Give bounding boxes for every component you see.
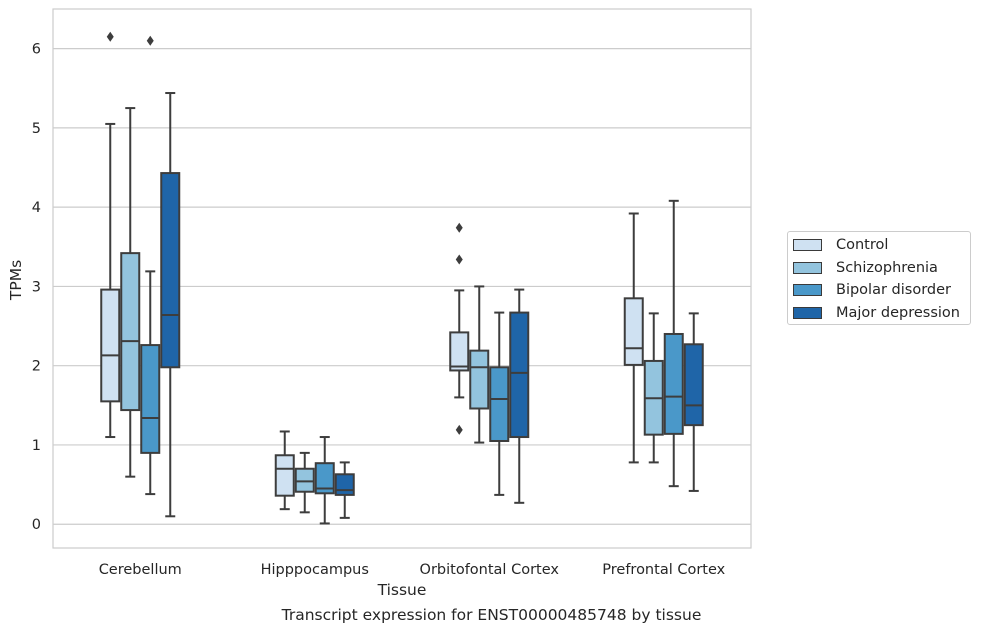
legend: Control Schizophrenia Bipolar disorder M… — [787, 231, 971, 325]
x-tick-label: Orbitofontal Cortex — [420, 562, 560, 578]
box-schizophrenia — [643, 312, 664, 464]
y-tick-label: 6 — [32, 42, 41, 58]
box-body — [623, 297, 644, 366]
box-control — [449, 222, 470, 435]
box-major-depression — [509, 288, 530, 504]
box-control — [274, 430, 295, 511]
box-control — [100, 31, 121, 439]
y-tick-label: 3 — [32, 279, 41, 295]
legend-swatch — [793, 307, 822, 319]
plot-area — [52, 8, 752, 549]
box-body — [120, 252, 141, 412]
box-schizophrenia — [294, 451, 315, 514]
x-tick-labels: Cerebellum Hipppocampus Orbitofontal Corte… — [99, 562, 726, 578]
legend-swatch — [793, 262, 822, 274]
legend-item-schizophrenia: Schizophrenia — [793, 259, 938, 277]
outlier-point — [146, 35, 154, 46]
y-tick-label: 1 — [32, 438, 41, 454]
outlier-point — [455, 222, 463, 233]
box-body — [489, 366, 510, 442]
box-body — [160, 172, 181, 369]
outlier-point — [455, 424, 463, 435]
legend-swatch — [793, 239, 822, 251]
box-body — [140, 344, 161, 454]
legend-label: Schizophrenia — [836, 260, 938, 276]
chart-caption: Transcript expression for ENST0000048574… — [281, 606, 702, 624]
box-major-depression — [683, 312, 704, 492]
box-schizophrenia — [469, 285, 490, 444]
y-tick-labels: 0 1 2 3 4 5 6 — [32, 42, 41, 534]
box-body — [334, 473, 355, 496]
box-body — [100, 288, 121, 403]
box-bipolar-disorder — [489, 311, 510, 496]
box-bipolar-disorder — [140, 35, 161, 496]
y-tick-label: 0 — [32, 517, 41, 533]
box-major-depression — [160, 92, 181, 518]
y-tick-label: 4 — [32, 200, 41, 216]
legend-label: Bipolar disorder — [836, 282, 951, 298]
y-tick-label: 5 — [32, 121, 41, 137]
legend-item-control: Control — [793, 236, 888, 254]
box-bipolar-disorder — [663, 199, 684, 488]
box-body — [274, 454, 295, 497]
box-bipolar-disorder — [314, 436, 335, 525]
box-body — [294, 467, 315, 493]
box-body — [469, 349, 490, 410]
box-body — [449, 331, 470, 372]
legend-swatch — [793, 284, 822, 296]
box-body — [663, 332, 684, 435]
box-body — [683, 343, 704, 427]
box-schizophrenia — [120, 107, 141, 478]
y-tick-label: 2 — [32, 359, 41, 375]
x-tick-label: Prefrontal Cortex — [602, 562, 725, 578]
legend-label: Control — [836, 237, 889, 253]
box-series — [100, 31, 704, 525]
box-major-depression — [334, 461, 355, 519]
legend-label: Major depression — [836, 305, 960, 321]
outlier-point — [455, 254, 463, 265]
box-body — [314, 462, 335, 495]
legend-item-major-depression: Major depression — [793, 304, 960, 322]
box-control — [623, 212, 644, 464]
x-tick-label: Cerebellum — [99, 562, 182, 578]
x-tick-label: Hipppocampus — [261, 562, 369, 578]
x-axis-label: Tissue — [377, 581, 427, 599]
outlier-point — [106, 31, 114, 42]
y-axis-label: TPMs — [7, 260, 25, 301]
box-body — [509, 311, 530, 439]
legend-item-bipolar-disorder: Bipolar disorder — [793, 281, 951, 299]
